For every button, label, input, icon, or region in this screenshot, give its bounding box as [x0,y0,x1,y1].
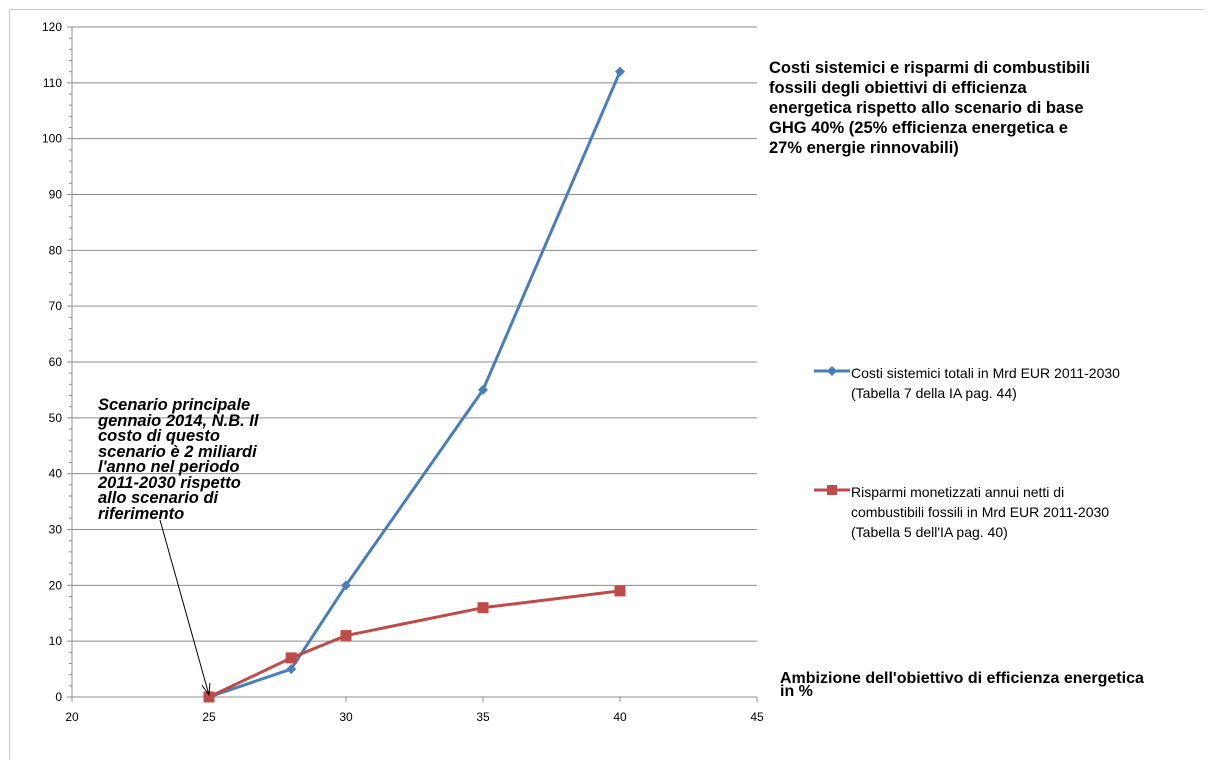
y-tick-label: 10 [49,634,63,648]
y-tick-label: 50 [49,411,63,425]
tick-labels: 0 10 20 30 40 50 60 70 80 90 100 110 120 20 25 30 35 40 45 [42,20,764,724]
data-point-square [203,691,215,703]
x-tick-label: 30 [339,710,353,724]
data-point-diamond [286,664,297,675]
y-tick-label: 110 [43,76,62,90]
gridlines [72,26,757,642]
y-tick-label: 120 [42,20,62,34]
y-tick-label: 20 [49,578,63,592]
data-point-square [340,630,352,642]
x-tick-label: 25 [202,710,216,724]
series-line-1 [208,589,621,699]
y-tick-label: 90 [49,188,63,202]
y-tick-label: 0 [55,690,62,704]
y-tick-label: 80 [49,243,63,257]
legend-label-costi: Costi sistemici totali in Mrd EUR 2011-2… [851,365,1120,401]
x-tick-label: 45 [750,710,764,724]
y-tick-label: 30 [49,523,63,537]
legend-diamond-marker [814,366,850,376]
legend-square-marker [814,485,850,495]
x-tick-label: 20 [65,710,79,724]
data-point-square [285,652,297,664]
data-point-diamond [478,384,488,395]
chart-area [9,9,1204,759]
annotation-arrow-layer [159,519,211,697]
annotation-text: Scenario principale gennaio 2014, N.B. I… [98,396,259,523]
annotation-arrowhead [201,682,211,697]
data-point-square [614,585,626,597]
annotation-arrow [159,519,210,696]
y-tick-label: 40 [49,467,63,481]
series-line-0 [208,71,622,699]
x-axis-title: Ambizione dell'obiettivo di efficienza e… [780,670,1144,700]
y-tick-label: 100 [42,132,62,146]
x-tick-label: 35 [476,710,490,724]
axes [67,26,758,702]
data-point-square [477,602,489,614]
legend-label-risparmi: Risparmi monetizzati annui netti di comb… [851,484,1110,540]
data-point-diamond [341,580,351,591]
data-point-diamond [615,66,625,77]
y-tick-label: 70 [49,299,63,313]
y-tick-label: 60 [49,355,63,369]
chart-title: Costi sistemici e risparmi di combustibi… [769,59,1090,157]
x-tick-label: 40 [613,710,627,724]
series-layer [203,66,626,703]
